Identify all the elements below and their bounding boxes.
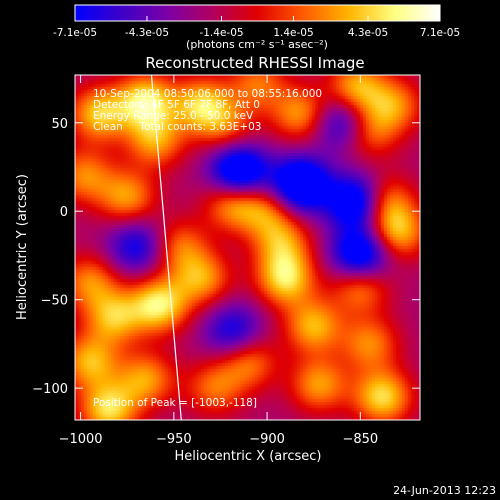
- heatmap-image: [75, 75, 420, 420]
- peak-position-label: Position of Peak = [-1003,-118]: [93, 397, 257, 409]
- x-tick-label: −1000: [59, 432, 103, 447]
- info-line-energy: Energy Range: 25.0 - 50.0 keV: [93, 110, 254, 122]
- solar-limb-line: [150, 74, 182, 421]
- colorbar-tick-label: 4.3e-05: [348, 27, 388, 39]
- y-tick-label: −100: [32, 382, 68, 397]
- colorbar-tick-label: -7.1e-05: [53, 27, 97, 39]
- y-axis-label: Heliocentric Y (arcsec): [15, 174, 30, 320]
- y-tick-label: 0: [60, 205, 68, 220]
- y-tick-label: −50: [41, 294, 68, 309]
- colorbar-tick-label: 7.1e-05: [420, 27, 460, 39]
- colorbar-tick-label: -4.3e-05: [125, 27, 169, 39]
- y-axis-ticks: −100 −50 0 50: [32, 117, 420, 397]
- x-tick-label: −900: [249, 432, 285, 447]
- info-line-clean: Clean Total counts: 3.63E+03: [93, 121, 262, 133]
- colorbar-ticks: -7.1e-05 -4.3e-05 -1.4e-05 1.4e-05 4.3e-05 7.…: [53, 16, 460, 39]
- x-tick-label: −850: [342, 432, 378, 447]
- info-block: 10-Sep-2004 08:50:06.000 to 08:55:16.000…: [93, 88, 322, 133]
- y-tick-label: 50: [51, 117, 68, 132]
- colorbar: [74, 4, 441, 22]
- colorbar-tick-label: -1.4e-05: [199, 27, 243, 39]
- info-line-time: 10-Sep-2004 08:50:06.000 to 08:55:16.000: [93, 88, 322, 100]
- colorbar-tick-label: 1.4e-05: [273, 27, 313, 39]
- x-axis-ticks: −1000 −950 −900 −850: [59, 75, 378, 447]
- chart-title: Reconstructed RHESSI Image: [145, 54, 364, 72]
- x-tick-label: −950: [156, 432, 192, 447]
- colorbar-unit-label: (photons cm⁻² s⁻¹ asec⁻²): [186, 38, 328, 51]
- info-line-detectors: Detectors: 4F 5F 6F 7F 8F, Att 0: [93, 99, 260, 111]
- footer-date: 24-Jun-2013 12:23: [393, 484, 496, 497]
- plot-frame: [74, 74, 421, 421]
- x-axis-label: Heliocentric X (arcsec): [175, 449, 322, 464]
